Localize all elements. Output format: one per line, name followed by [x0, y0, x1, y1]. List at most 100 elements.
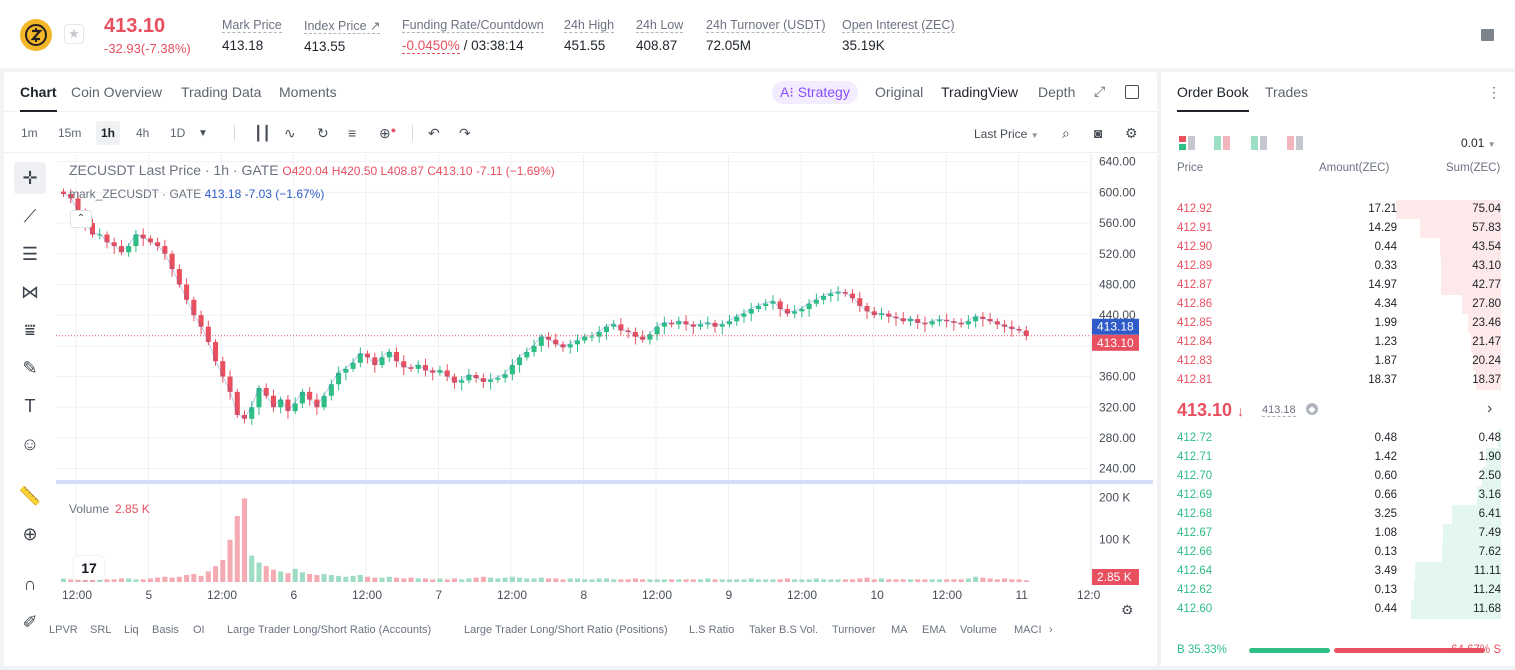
bid-row[interactable]: 412.62 0.13 11.24	[1177, 581, 1501, 600]
camera-icon[interactable]: ◙	[1094, 125, 1103, 141]
tab-order-book[interactable]: Order Book	[1177, 84, 1249, 112]
tab-coin-overview[interactable]: Coin Overview	[71, 84, 163, 100]
timeframe-1m[interactable]: 1m	[21, 126, 38, 140]
undo-icon[interactable]: ↶	[428, 125, 440, 141]
volume-bar	[118, 578, 124, 582]
window-icon[interactable]	[1125, 85, 1139, 99]
price-source-select[interactable]: Last Price ▼	[974, 127, 1039, 141]
stat-label: 24h Low	[636, 18, 684, 33]
fib-lines-icon[interactable]: ☰	[21, 243, 39, 264]
ask-row[interactable]: 412.84 1.23 21.47	[1177, 333, 1501, 352]
magnet-icon[interactable]: ∩	[23, 573, 37, 594]
stat-funding-rate[interactable]: Funding Rate/Countdown -0.0450% / 03:38:…	[402, 18, 544, 54]
ask-row[interactable]: 412.86 4.34 27.80	[1177, 295, 1501, 314]
precision-select[interactable]: 0.01 ▼	[1461, 136, 1496, 150]
ask-row[interactable]: 412.85 1.99 23.46	[1177, 314, 1501, 333]
zoom-in-icon[interactable]: ⊕	[22, 523, 38, 544]
indicator-taker-vol[interactable]: Taker B.S Vol.	[749, 624, 819, 636]
emoji-icon[interactable]: ☺	[20, 433, 40, 454]
bid-row[interactable]: 412.71 1.42 1.90	[1177, 448, 1501, 467]
pattern-icon[interactable]: ⋈	[21, 281, 39, 302]
tab-tradingview[interactable]: TradingView	[941, 84, 1019, 100]
bid-row[interactable]: 412.66 0.13 7.62	[1177, 543, 1501, 562]
lock-drawing-icon[interactable]: ✐	[22, 611, 38, 632]
prediction-icon[interactable]: ⩸	[24, 319, 36, 340]
expand-icon[interactable]: ⤢	[1094, 83, 1106, 99]
volume-bar	[878, 578, 885, 582]
bid-row[interactable]: 412.69 0.66 3.16	[1177, 486, 1501, 505]
volume-tag	[1092, 569, 1139, 585]
timeframe-15m[interactable]: 15m	[58, 126, 82, 140]
indicator-macd[interactable]: MACI	[1014, 624, 1042, 636]
bid-row[interactable]: 412.68 3.25 6.41	[1177, 505, 1501, 524]
volume-bar	[1016, 579, 1022, 582]
collapse-legend-button[interactable]: ⌃	[70, 210, 92, 228]
templates-icon[interactable]: ≡	[348, 125, 357, 141]
ask-row[interactable]: 412.81 18.37 18.37	[1177, 371, 1501, 390]
search-icon[interactable]: ⌕	[1062, 125, 1070, 141]
book-icon[interactable]	[1481, 29, 1494, 41]
mid-price[interactable]: 413.10 ↓	[1177, 400, 1244, 421]
indicator-volume[interactable]: Volume	[960, 624, 997, 636]
bid-row[interactable]: 412.60 0.44 11.68	[1177, 600, 1501, 619]
ask-row[interactable]: 412.91 14.29 57.83	[1177, 219, 1501, 238]
indicator-oi[interactable]: OI	[193, 624, 205, 636]
brush-icon[interactable]: ✎	[22, 357, 38, 378]
chevron-right-icon[interactable]: ›	[1487, 400, 1493, 417]
more-icon[interactable]: ⋮	[1487, 84, 1501, 100]
text-icon[interactable]: T	[24, 395, 36, 416]
add-alert-icon[interactable]: ⊕●	[379, 125, 397, 141]
indicator-turnover[interactable]: Turnover	[832, 624, 876, 636]
asks-only-view-icon[interactable]	[1287, 136, 1303, 150]
tab-trades[interactable]: Trades	[1265, 84, 1309, 100]
indicator-ema[interactable]: EMA	[922, 624, 946, 636]
redo-icon[interactable]: ↷	[459, 125, 471, 141]
crosshair-icon[interactable]: ✛	[14, 162, 46, 194]
stat-mark-price[interactable]: Mark Price 413.18	[222, 18, 282, 53]
arrow-down-icon: ↓	[1237, 403, 1245, 419]
both-sides-view-icon[interactable]	[1179, 136, 1195, 150]
indicator-lt-accounts[interactable]: Large Trader Long/Short Ratio (Accounts)	[227, 624, 432, 636]
ask-row[interactable]: 412.89 0.33 43.10	[1177, 257, 1501, 276]
stat-open-interest: Open Interest (ZEC) 35.19K	[842, 18, 955, 53]
tab-depth[interactable]: Depth	[1038, 84, 1076, 100]
ask-row[interactable]: 412.92 17.21 75.04	[1177, 200, 1501, 219]
favorite-star-icon[interactable]: ★	[64, 24, 84, 44]
indicator-ls-ratio[interactable]: L.S Ratio	[689, 624, 735, 636]
bids-view-icon[interactable]	[1214, 136, 1230, 150]
candle-type-icon[interactable]: ┃┃	[254, 125, 271, 141]
gear-icon[interactable]: ⚙	[1125, 125, 1138, 141]
bid-row[interactable]: 412.72 0.48 0.48	[1177, 429, 1501, 448]
bid-row[interactable]: 412.67 1.08 7.49	[1177, 524, 1501, 543]
tab-original[interactable]: Original	[875, 84, 924, 100]
stat-index-price[interactable]: Index Price ↗ 413.55	[304, 18, 381, 54]
timeframe-4h[interactable]: 4h	[136, 126, 150, 140]
indicator-basis[interactable]: Basis	[152, 624, 179, 636]
bids-only-view-icon[interactable]	[1251, 136, 1267, 150]
indicators-icon[interactable]: ∿	[284, 125, 296, 141]
timeframe-dropdown-icon[interactable]: ▼	[198, 128, 208, 139]
tab-trading-data[interactable]: Trading Data	[181, 84, 262, 100]
chevron-right-icon[interactable]: ›	[1049, 624, 1053, 636]
price-chart[interactable]: 640.00600.00560.00520.00480.00440.00400.…	[56, 154, 1157, 614]
indicator-srl[interactable]: SRL	[90, 624, 112, 636]
ask-row[interactable]: 412.87 14.97 42.77	[1177, 276, 1501, 295]
indicator-ma[interactable]: MA	[891, 624, 908, 636]
trendline-icon[interactable]: ⟋	[23, 205, 37, 226]
ask-row[interactable]: 412.90 0.44 43.54	[1177, 238, 1501, 257]
ruler-icon[interactable]: 📏	[18, 485, 42, 506]
indicator-liq[interactable]: Liq	[124, 624, 139, 636]
timeframe-1d[interactable]: 1D	[170, 126, 186, 140]
tab-moments[interactable]: Moments	[279, 84, 337, 100]
indicator-lt-positions[interactable]: Large Trader Long/Short Ratio (Positions…	[464, 624, 668, 636]
bid-row[interactable]: 412.70 0.60 2.50	[1177, 467, 1501, 486]
ask-row[interactable]: 412.83 1.87 20.24	[1177, 352, 1501, 371]
shield-icon[interactable]: ◆	[1306, 403, 1318, 415]
indicator-lpvr[interactable]: LPVR	[49, 624, 78, 636]
compare-icon[interactable]: ↻	[317, 125, 329, 141]
row-sum: 3.16	[1478, 489, 1501, 501]
tab-chart[interactable]: Chart	[20, 84, 57, 112]
strategy-button[interactable]: A⁝ Strategy	[772, 81, 858, 104]
bid-row[interactable]: 412.64 3.49 11.11	[1177, 562, 1501, 581]
timeframe-1h[interactable]: 1h	[96, 121, 121, 145]
